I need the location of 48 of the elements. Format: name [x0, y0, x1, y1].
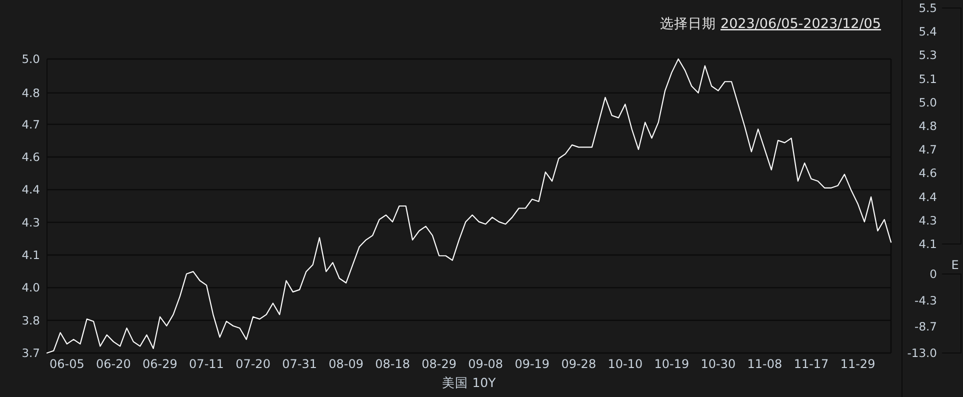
- y-tick-label: 4.1: [22, 248, 40, 262]
- x-tick-label: 09-28: [561, 357, 596, 371]
- y-tick-label: 4.6: [22, 150, 40, 164]
- x-tick-label: 08-29: [422, 357, 457, 371]
- x-tick-label: 11-17: [794, 357, 829, 371]
- text: -4.3: [914, 293, 937, 308]
- text: -13.0: [907, 346, 937, 360]
- x-tick-label: 07-31: [282, 357, 317, 371]
- text: 4.4: [918, 190, 937, 204]
- text: 4.8: [918, 119, 937, 133]
- y-tick-label: 4.7: [22, 117, 40, 132]
- text: 4.6: [918, 166, 937, 180]
- y-tick-label: 5.0: [22, 52, 40, 66]
- chart-subtitle: 2023/06/05-2023/12/05: [720, 16, 881, 32]
- x-tick-label: 11-08: [747, 357, 782, 371]
- text: 5.3: [918, 48, 937, 62]
- text: -8.7: [914, 320, 937, 334]
- y-tick-label: 4.8: [22, 86, 40, 100]
- x-tick-label: 06-20: [96, 357, 131, 371]
- text: 5.4: [918, 24, 937, 39]
- line-series: [46, 58, 892, 354]
- y-tick-label: 4.4: [22, 182, 40, 197]
- x-tick-label: 11-29: [840, 357, 876, 371]
- y-tick-label: 4.0: [22, 280, 40, 295]
- x-tick-label: 10-10: [608, 357, 643, 371]
- x-tick-label: 07-11: [189, 357, 224, 371]
- x-tick-label: 08-18: [375, 357, 410, 371]
- text: E: [951, 258, 959, 272]
- chart-title: 选择日期: [660, 16, 720, 32]
- text: 5.1: [918, 72, 937, 86]
- x-tick-label: 07-20: [236, 357, 270, 371]
- y-tick-label: 3.7: [22, 346, 40, 360]
- x-tick-label: 10-19: [654, 357, 690, 371]
- text: 5.0: [918, 95, 937, 110]
- text: 4.7: [918, 142, 937, 157]
- y-tick-label: 3.8: [22, 313, 40, 328]
- x-tick-label: 06-29: [142, 357, 178, 371]
- x-axis-title: 美国 10Y: [442, 375, 496, 390]
- text: 4.3: [918, 213, 937, 228]
- x-tick-label: 06-05: [50, 357, 84, 371]
- text: 0: [930, 267, 937, 281]
- x-tick-label: 09-08: [468, 357, 504, 371]
- text: 5.5: [918, 1, 937, 15]
- x-tick-label: 09-19: [514, 357, 550, 371]
- x-tick-label: 08-09: [328, 357, 364, 371]
- y-tick-label: 4.3: [22, 215, 40, 230]
- text: 4.1: [918, 237, 937, 251]
- x-tick-label: 10-30: [700, 357, 736, 371]
